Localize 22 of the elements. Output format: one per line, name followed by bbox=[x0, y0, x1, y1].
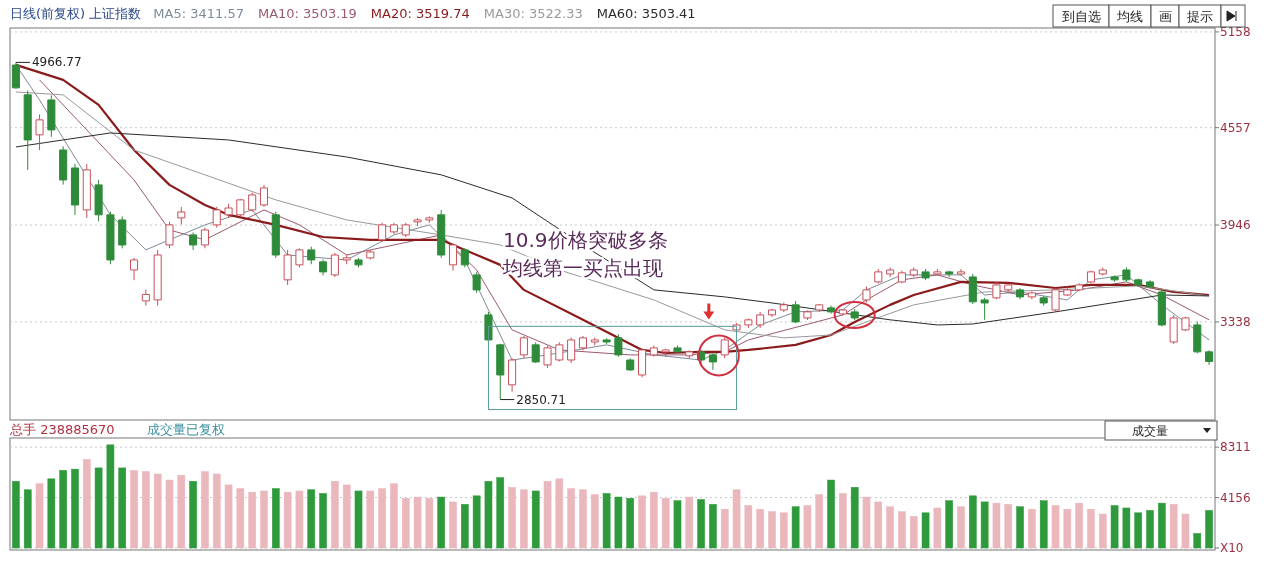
y-tick-label: 4156 bbox=[1220, 490, 1251, 505]
text: MA60: 3503.41 bbox=[596, 6, 696, 21]
text: MA10: 3503.19 bbox=[257, 6, 357, 21]
y-tick-label: 3946 bbox=[1220, 218, 1251, 233]
y-tick-label: 5158 bbox=[1220, 24, 1251, 39]
text: 提示 bbox=[1187, 9, 1213, 24]
chart-subtitle: 成交量已复权 bbox=[146, 422, 225, 437]
text: MA20: 3519.74 bbox=[370, 6, 470, 21]
y-tick-label: X10 bbox=[1220, 541, 1244, 555]
y-tick-label: 4557 bbox=[1220, 120, 1251, 135]
chart-title: 日线(前复权) 上证指数 bbox=[10, 6, 142, 21]
chart-title: 总手 238885670 bbox=[9, 422, 115, 437]
annotation: 4966.77 bbox=[31, 55, 82, 70]
text: 成交量 bbox=[1132, 424, 1168, 438]
text: 画 bbox=[1158, 9, 1172, 24]
y-tick-label: 3338 bbox=[1220, 314, 1251, 329]
text: MA30: 3522.33 bbox=[483, 6, 583, 21]
y-tick-label: 8311 bbox=[1220, 440, 1251, 455]
text: MA5: 3411.57 bbox=[153, 6, 244, 21]
text: 均线 bbox=[1116, 9, 1143, 24]
annotation: 2850.71 bbox=[516, 392, 566, 407]
text: 到自选 bbox=[1061, 9, 1101, 24]
